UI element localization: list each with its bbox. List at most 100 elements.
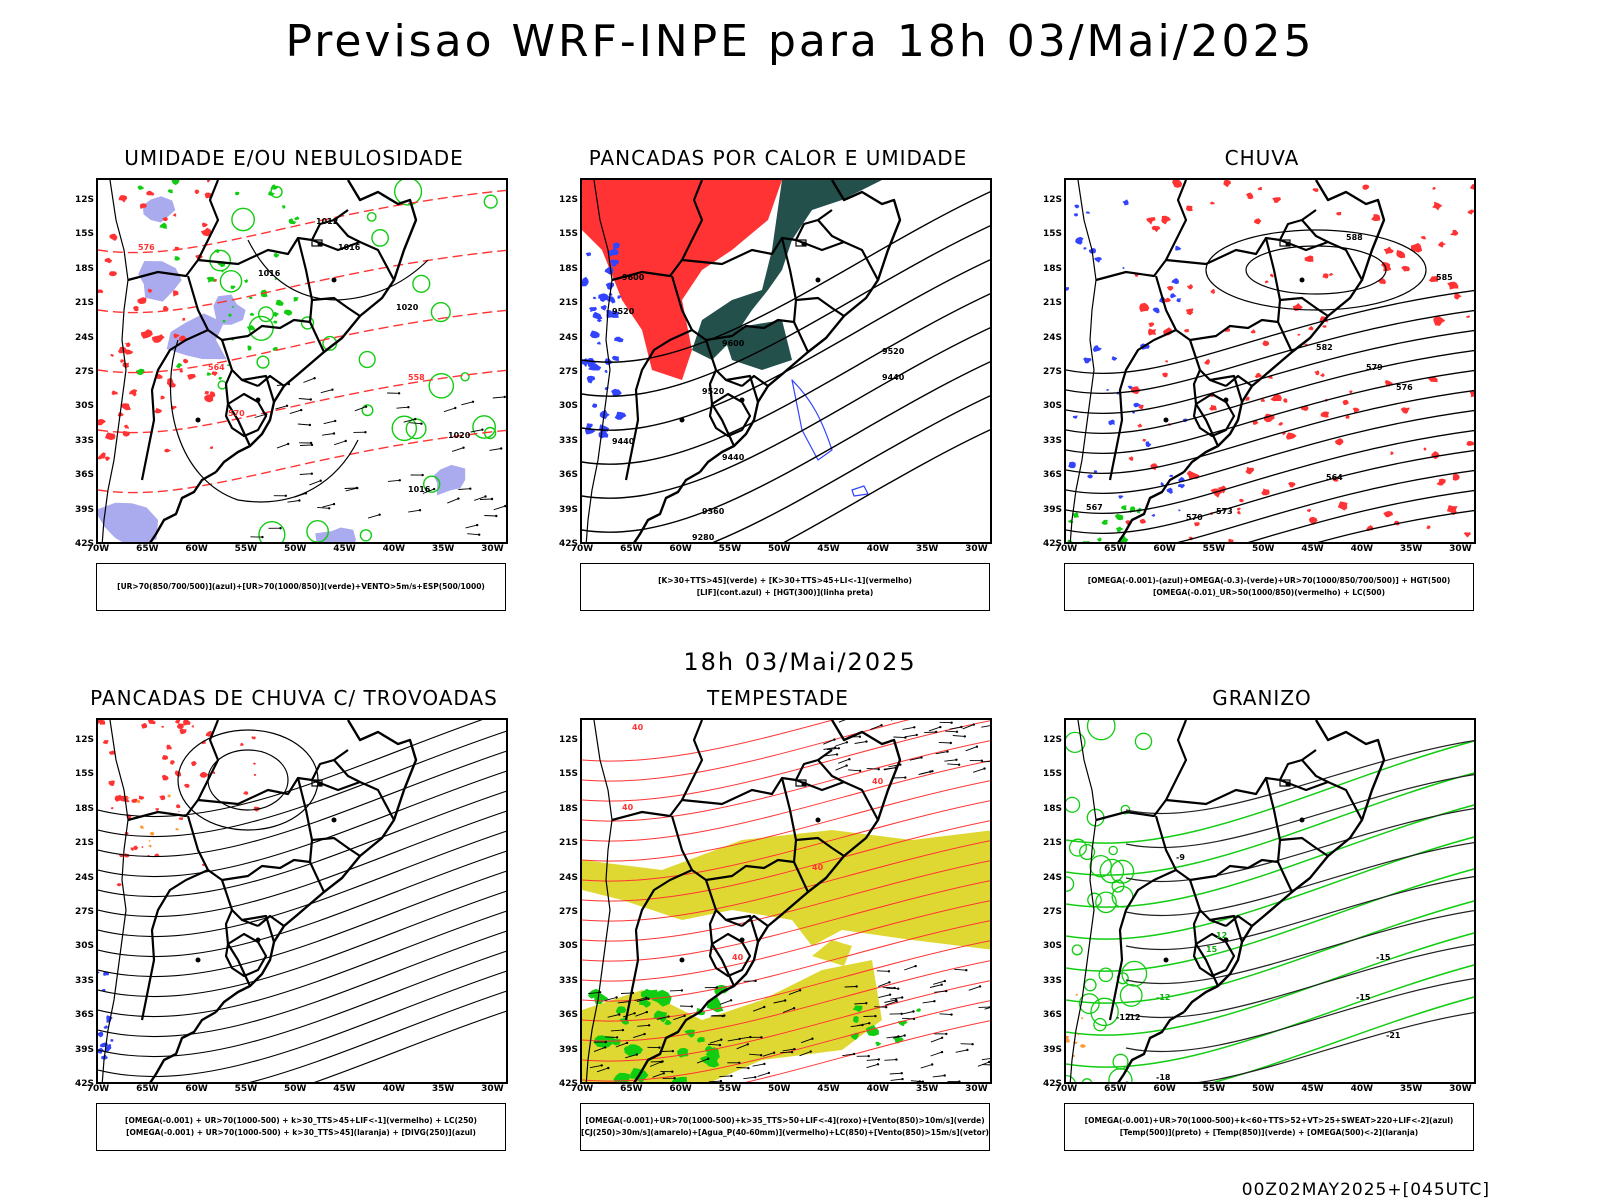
coastline: [215, 180, 418, 473]
rain-red: [1239, 498, 1244, 503]
rain-red: [1425, 525, 1431, 530]
wind-vector-850: [749, 1053, 762, 1056]
panel-title: TEMPESTADE: [707, 686, 849, 710]
contour-label: 1020: [396, 303, 419, 312]
wind-vector-head: [484, 495, 487, 498]
omega-green: [1072, 512, 1080, 518]
lat-tick-label: 33S: [74, 975, 94, 986]
humidity-red: [104, 257, 113, 264]
omega-green: [1096, 537, 1102, 542]
lat-tick-label: 21S: [1042, 298, 1062, 309]
contour-label: 576: [1396, 383, 1413, 392]
hgt300-contour: [582, 293, 990, 465]
streamline-250: [98, 870, 506, 978]
hgt300-contour: [582, 327, 990, 499]
thunder-red: [102, 740, 109, 745]
wind-vector-head: [837, 747, 840, 750]
wind-vector-850: [930, 1051, 943, 1057]
humidity-green: [137, 185, 145, 190]
humidity-green: [221, 270, 224, 273]
instability-teal: [692, 180, 882, 360]
humidity-red: [98, 452, 106, 459]
streamline-850: [582, 760, 990, 842]
rain-red: [1349, 390, 1353, 394]
streamline-250: [98, 890, 506, 998]
omega-orange: [1075, 993, 1078, 996]
wind-vector-head: [364, 431, 367, 434]
humidity-green: [226, 364, 230, 367]
contour-label: 9520: [612, 307, 635, 316]
map-frame: 9600 9520 9600 9520 9440 9440 9360 9280 9520 9440: [580, 178, 992, 544]
humidity-green: [231, 306, 235, 308]
wind-vector-head: [310, 472, 313, 475]
contour-label: 9440: [612, 437, 635, 446]
contour-label: 9520: [702, 387, 725, 396]
wind-vector-head: [912, 1017, 916, 1021]
lat-tick-label: 15S: [558, 769, 578, 780]
omega-blue: [1160, 482, 1165, 486]
shaded-area: [213, 294, 246, 325]
streamline-250: [98, 910, 506, 1018]
lon-tick-label: 45W: [1301, 544, 1324, 554]
omega-blue: [1092, 345, 1102, 352]
wind-vector-head: [955, 758, 958, 761]
wind-vector-850: [826, 747, 839, 751]
wind-vector-head: [955, 730, 959, 733]
coastline: [1117, 470, 1185, 542]
temp500-contour: [1125, 876, 1474, 951]
wind-vector: [303, 377, 315, 383]
wind-vector-head: [730, 1074, 733, 1078]
capital-marker: [1279, 779, 1291, 787]
temp850-contour: [1121, 960, 1148, 987]
wind-vector-head: [476, 523, 479, 527]
lat-tick-label: 36S: [558, 1010, 578, 1021]
country-border: [624, 868, 693, 1021]
country-border: [311, 296, 361, 317]
wind-vector-head: [625, 1041, 629, 1045]
rain-red: [1194, 522, 1200, 527]
contour-label: -15: [1356, 993, 1371, 1002]
lat-tick-label: 15S: [1042, 769, 1062, 780]
wind-vector-850: [617, 1001, 630, 1004]
wind-vector-head: [364, 405, 368, 408]
humidity-green-contour: [391, 415, 418, 442]
thunder-red: [253, 774, 257, 776]
wind-vector: [320, 389, 333, 394]
wind-vector-850: [848, 769, 861, 772]
wind-vector-head: [865, 740, 868, 743]
temp850-contour: [1212, 996, 1474, 1082]
lat-tick-label: 15S: [74, 769, 94, 780]
wind850-green: [624, 1044, 643, 1057]
rain-red: [1432, 201, 1443, 211]
lon-tick-label: 60W: [185, 1084, 208, 1094]
wind-vector-head: [845, 741, 849, 744]
omega-blue: [1083, 247, 1087, 250]
wind-vector-850: [604, 997, 617, 1001]
wind850-green: [640, 988, 653, 998]
rain-red: [1467, 209, 1474, 215]
streamline-850: [582, 940, 990, 1022]
legend-box: [OMEGA(-0.001)-(azul)+OMEGA(-0.3)-(verde…: [1064, 563, 1474, 611]
thunder-red: [199, 772, 209, 778]
lif-blue: [598, 293, 610, 301]
humidity-red: [204, 391, 210, 395]
map-graphic: -9 -12 -15 15 12 -12 -15 -18 -21 -12: [1066, 720, 1474, 1082]
latitude-axis: 12S 15S 18S 21S 24S 27S 30S 33S 36S 39S 42S: [1042, 178, 1064, 549]
lat-tick-label: 21S: [74, 298, 94, 309]
rain-red: [1285, 432, 1297, 440]
panel-hail: GRANIZO 12S 15S 18S 21S 24S 27S 30S 33S 36S 39S 42…: [1042, 686, 1482, 1156]
wind850-green: [664, 1020, 672, 1025]
thunder-red: [174, 720, 181, 724]
lon-tick-label: 65W: [620, 544, 643, 554]
map-frame: [96, 718, 508, 1084]
wind-vector-head: [793, 1047, 796, 1051]
lon-tick-label: 60W: [669, 1084, 692, 1094]
wind-vector-head: [950, 721, 953, 724]
lon-tick-label: 50W: [1251, 1084, 1275, 1094]
omega-green: [1068, 519, 1074, 523]
lon-tick-label: 30W: [965, 1084, 988, 1094]
humidity-green-contour: [423, 475, 441, 493]
lif-blue: [612, 248, 618, 252]
lon-tick-label: 40W: [1350, 1084, 1374, 1094]
wind-vector-head: [918, 1080, 921, 1082]
